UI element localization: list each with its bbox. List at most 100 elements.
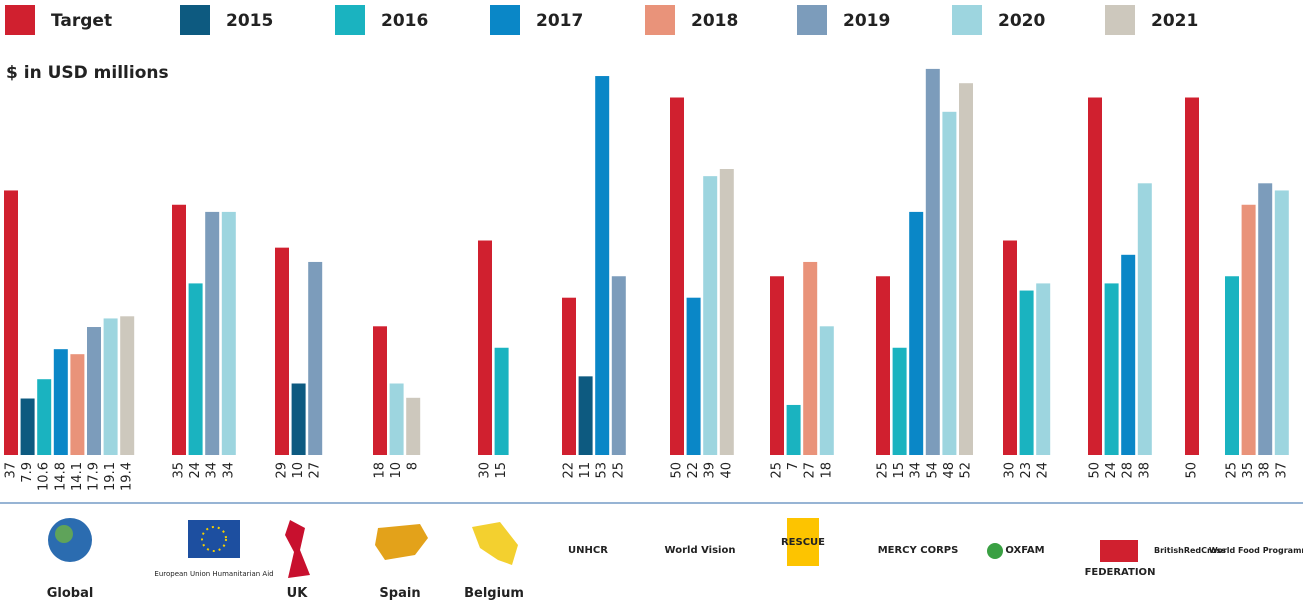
bar (703, 176, 718, 455)
logo-text: World Food Programme (1209, 546, 1303, 555)
category-label: Global (47, 586, 94, 601)
value-label: 28 (1121, 462, 1136, 479)
bar (909, 211, 924, 455)
bar (562, 297, 576, 455)
value-label: 22 (562, 462, 577, 479)
value-label: 7.9 (20, 462, 35, 483)
value-label: 34 (221, 462, 236, 479)
value-label: 24 (188, 462, 203, 479)
value-label: 37 (4, 462, 19, 479)
value-label: 17.9 (87, 462, 102, 491)
value-label: 37 (1274, 462, 1289, 479)
bar (20, 398, 35, 455)
value-label: 53 (595, 462, 610, 479)
value-label: 48 (942, 462, 957, 479)
logo-text: MERCY CORPS (878, 545, 959, 556)
legend-swatch (952, 5, 982, 35)
category-label: UK (287, 586, 309, 601)
logo-text: RESCUE (781, 537, 825, 548)
bar (819, 326, 834, 455)
value-label: 52 (959, 462, 974, 479)
bar (892, 347, 907, 455)
value-label: 22 (686, 462, 701, 479)
uk-logo (285, 520, 310, 578)
bar (308, 261, 323, 455)
bar (103, 318, 118, 455)
bar (1003, 240, 1017, 455)
bar (1241, 204, 1256, 455)
value-label: 18 (373, 462, 388, 479)
bar (670, 97, 684, 455)
legend-swatch (335, 5, 365, 35)
bar (1019, 290, 1034, 455)
legend-label: 2017 (536, 11, 583, 31)
value-label: 39 (703, 462, 718, 479)
value-label: 8 (406, 462, 421, 470)
value-label: 38 (1258, 462, 1273, 479)
bar (494, 347, 509, 455)
category-label: Spain (379, 586, 420, 601)
legend-label: 2016 (381, 11, 428, 31)
bar (959, 83, 973, 455)
bar (595, 76, 610, 456)
value-label: 25 (611, 462, 626, 479)
legend-label: Target (51, 11, 112, 31)
legend-label: 2021 (1151, 11, 1198, 31)
bar (478, 240, 492, 455)
bar (611, 276, 626, 455)
logo-text: European Union Humanitarian Aid (154, 570, 273, 578)
bar (686, 297, 701, 455)
value-label: 38 (1137, 462, 1152, 479)
value-label: 30 (1003, 462, 1018, 479)
logo-text: FEDERATION (1085, 567, 1156, 578)
spain-logo (375, 524, 428, 560)
eu-stars (201, 526, 227, 552)
bar (406, 397, 421, 455)
value-label: 15 (892, 462, 907, 479)
bar (803, 261, 818, 455)
value-label: 34 (205, 462, 220, 479)
bar (942, 111, 957, 456)
logo-text: OXFAM (1005, 545, 1044, 556)
bar (87, 327, 101, 455)
bar (188, 283, 203, 455)
value-label: 50 (670, 462, 685, 479)
bar (373, 326, 387, 455)
value-label: 24 (1104, 462, 1119, 479)
category-label: Belgium (464, 586, 524, 601)
legend-label: 2018 (691, 11, 738, 31)
value-label: 23 (1019, 462, 1034, 479)
value-label: 40 (719, 462, 734, 479)
legend-label: 2020 (998, 11, 1045, 31)
value-label: 29 (275, 462, 290, 479)
bar (1036, 283, 1051, 455)
legend-swatch (490, 5, 520, 35)
value-label: 25 (770, 462, 785, 479)
bar (205, 211, 220, 455)
bar (1088, 97, 1102, 455)
irc-logo (787, 518, 819, 566)
bar (876, 276, 890, 455)
value-label: 11 (578, 462, 593, 479)
bar (221, 211, 236, 455)
legend-swatch (5, 5, 35, 35)
value-label: 50 (1185, 462, 1200, 479)
bar (70, 354, 85, 455)
value-label: 24 (1036, 462, 1051, 479)
bar (1121, 254, 1136, 455)
value-label: 34 (909, 462, 924, 479)
logos (48, 518, 1138, 578)
value-label: 35 (172, 462, 187, 479)
value-label: 10 (389, 462, 404, 479)
value-label: 35 (1241, 462, 1256, 479)
bar (275, 247, 289, 455)
value-label: 27 (308, 462, 323, 479)
value-label: 14.1 (70, 462, 85, 491)
bar (1274, 190, 1289, 455)
bar (291, 383, 306, 455)
bar (53, 349, 68, 455)
value-label: 18 (819, 462, 834, 479)
value-label: 19.1 (103, 462, 118, 491)
subtitle: $ in USD millions (6, 63, 169, 83)
